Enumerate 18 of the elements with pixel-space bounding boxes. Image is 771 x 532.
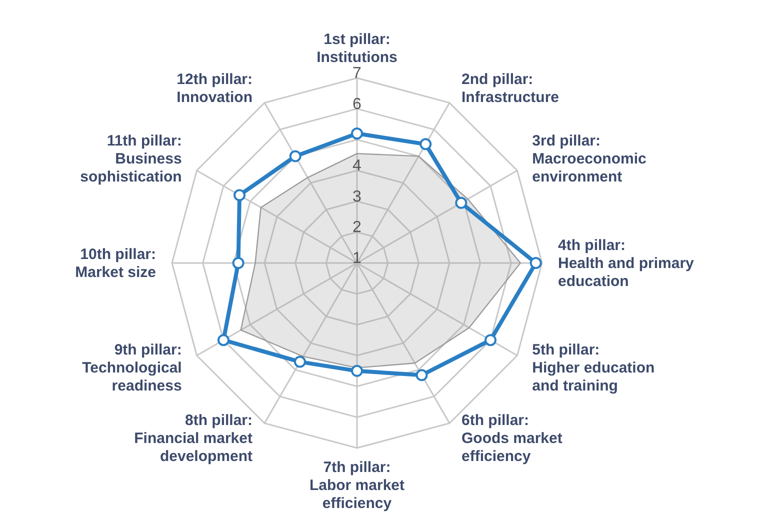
y-tick-label: 7 bbox=[352, 65, 362, 82]
spoke-label: 12th pillar: Innovation bbox=[176, 70, 252, 106]
spoke-label: 6th pillar: Goods market efficiency bbox=[462, 412, 562, 466]
spoke-label: 3rd pillar: Macroeconomic environment bbox=[532, 132, 646, 186]
spoke-label: 8th pillar: Financial market development bbox=[134, 412, 252, 466]
spoke-label: 11th pillar: Business sophistication bbox=[80, 132, 182, 186]
spoke-label: 9th pillar: Technological readiness bbox=[82, 342, 182, 394]
y-tick-label: 1 bbox=[352, 250, 362, 267]
spoke-label: 2nd pillar: Infrastructure bbox=[462, 70, 560, 106]
y-tick-label: 3 bbox=[352, 188, 362, 206]
spoke-label: 7th pillar: Labor market efficiency bbox=[309, 459, 405, 512]
spoke-label: 10th pillar: Market size bbox=[75, 246, 156, 281]
y-tick-label: 4 bbox=[352, 158, 362, 174]
spoke-label: 5th pillar: Higher education and training bbox=[532, 342, 655, 394]
spoke-label: 1st pillar: Institutions bbox=[316, 31, 398, 66]
spoke-label: 4th pillar: Health and primary education bbox=[558, 237, 695, 290]
y-tick-label: 6 bbox=[352, 96, 362, 113]
y-tick-label: 2 bbox=[352, 219, 362, 236]
